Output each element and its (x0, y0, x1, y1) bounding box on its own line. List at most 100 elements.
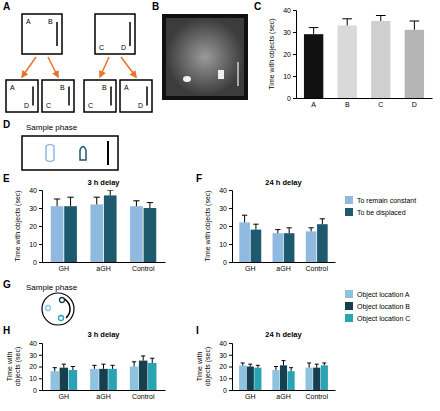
error-bar (150, 358, 154, 363)
error-bar (275, 230, 280, 234)
object-label: D (138, 102, 143, 109)
error-bar (315, 364, 319, 368)
y-tick: 20 (29, 223, 42, 230)
error-bar (110, 365, 114, 369)
error-stem (289, 228, 290, 233)
error-stem (70, 197, 71, 206)
error-bar (282, 361, 286, 366)
y-tick: 0 (287, 95, 296, 102)
bar (272, 370, 279, 390)
x-tick: GH (59, 262, 70, 272)
error-bar (289, 368, 293, 372)
tick-mark (293, 32, 296, 33)
object-label: A (124, 84, 129, 91)
error-cap (289, 367, 293, 368)
tick-label: 20 (283, 51, 291, 58)
tick-label: 20 (219, 363, 227, 370)
error-cap (322, 362, 326, 363)
tick-mark (39, 355, 42, 356)
tick-mark (39, 367, 42, 368)
y-tick: 10 (219, 375, 232, 382)
error-stem (72, 367, 73, 371)
error-cap (67, 197, 73, 198)
error-cap (307, 362, 311, 363)
error-bar (67, 197, 73, 206)
tick-label: 20 (219, 223, 227, 230)
cue-card (237, 62, 239, 86)
object-label: C (88, 102, 93, 109)
tick-label: 30 (219, 205, 227, 212)
axis-line (43, 262, 166, 263)
error-bar (410, 21, 420, 30)
axis-line (293, 11, 297, 99)
error-bar (286, 228, 291, 233)
cue-card (129, 22, 131, 46)
tick-label: 0 (223, 259, 227, 266)
tick-mark (229, 378, 232, 379)
x-tick: Control (132, 262, 155, 272)
y-tick: 40 (29, 187, 42, 194)
error-cap (274, 366, 278, 367)
axis-line (39, 191, 43, 263)
legend-swatch (345, 302, 353, 310)
y-tick: 0 (33, 259, 42, 266)
error-bar (342, 19, 352, 26)
error-cap (242, 215, 247, 216)
axis-title: Time withobjects (sec) (6, 347, 22, 387)
error-cap (256, 365, 260, 366)
error-stem (277, 230, 278, 234)
error-bar (242, 215, 247, 222)
y-axis: 0 10 20 30 40 (219, 187, 232, 266)
error-cap (53, 367, 57, 368)
error-bar (322, 363, 326, 365)
plot-area (239, 361, 328, 390)
object (59, 316, 64, 321)
error-stem (149, 203, 150, 208)
legend-swatch (345, 290, 353, 298)
plot-area (50, 356, 156, 390)
error-stem (414, 21, 415, 30)
tick-label: 10 (29, 241, 37, 248)
object-label: B (48, 18, 53, 25)
tick-mark (39, 226, 42, 227)
y-axis: 010203040 (219, 340, 232, 394)
tick-label: GH (59, 393, 70, 400)
bar (130, 206, 143, 262)
arena (42, 293, 74, 325)
object (183, 76, 191, 82)
y-tick: 20 (283, 51, 296, 58)
y-tick: 0 (223, 387, 232, 394)
error-cap (71, 366, 75, 367)
y-tick: 40 (29, 340, 42, 347)
diagram-title: Sample phase (26, 123, 78, 132)
tick-mark (229, 190, 232, 191)
y-tick: 0 (33, 387, 42, 394)
object (60, 298, 65, 303)
bar (60, 368, 69, 390)
arena (22, 14, 62, 54)
error-cap (132, 361, 136, 362)
x-axis: GHaGHControl (233, 262, 336, 272)
tick-label: 40 (219, 340, 227, 347)
x-tick: aGH (276, 262, 290, 272)
arena (22, 136, 118, 170)
error-stem (94, 365, 95, 369)
x-tick: B (345, 98, 350, 108)
arena-photo (162, 14, 248, 100)
object (46, 306, 51, 311)
arrow (100, 57, 109, 77)
tick-mark (229, 367, 232, 368)
error-bar (141, 356, 145, 361)
error-bar (54, 199, 60, 206)
y-tick: 40 (219, 187, 232, 194)
error-cap (275, 229, 280, 230)
error-stem (96, 197, 97, 204)
y-tick: 10 (219, 241, 232, 248)
axis-line (233, 262, 336, 263)
x-tick: aGH (96, 390, 110, 400)
axis-line (39, 344, 43, 391)
bar (51, 206, 64, 262)
y-tick: 40 (283, 7, 296, 14)
error-stem (63, 364, 64, 368)
y-tick: 10 (29, 375, 42, 382)
